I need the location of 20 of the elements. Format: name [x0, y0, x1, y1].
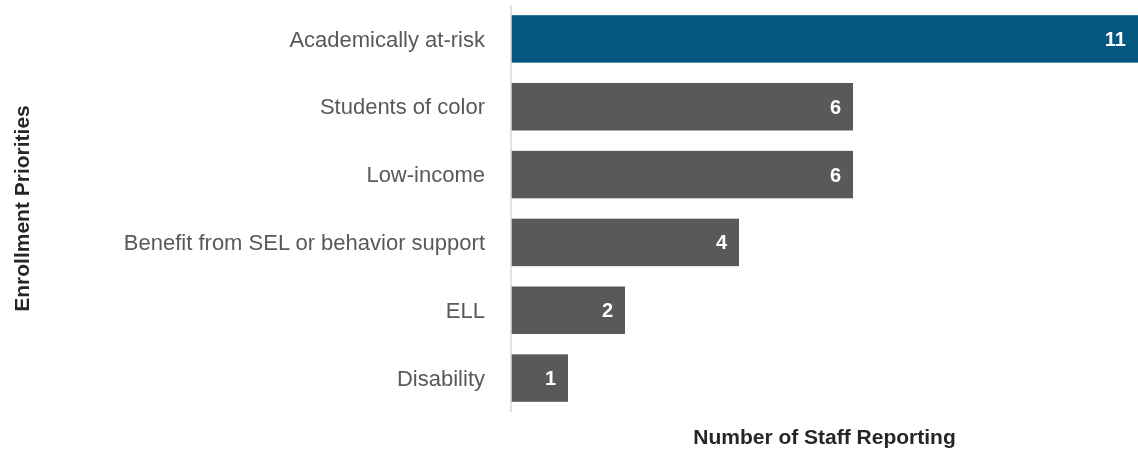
bar	[511, 218, 739, 267]
data-label: 1	[544, 367, 556, 390]
y-tick-label: ELL	[445, 297, 485, 323]
data-label: 4	[715, 231, 728, 254]
y-tick-label: Low-income	[366, 162, 485, 188]
y-tick-label: Benefit from SEL or behavior support	[123, 230, 485, 256]
bar	[511, 15, 1138, 63]
data-label: 2	[601, 299, 613, 322]
data-label: 6	[829, 163, 841, 186]
bar	[511, 286, 625, 334]
bar	[511, 150, 853, 199]
y-tick-label: Academically at-risk	[289, 26, 486, 52]
y-tick-label: Students of color	[319, 94, 485, 120]
x-axis-title: Number of Staff Reporting	[693, 425, 956, 449]
y-tick-label: Disability	[396, 365, 485, 391]
bar	[511, 354, 568, 402]
bar	[511, 83, 853, 131]
data-label: 11	[1104, 27, 1126, 50]
data-label: 6	[829, 95, 841, 118]
y-axis-title: Enrollment Priorities	[10, 105, 34, 312]
